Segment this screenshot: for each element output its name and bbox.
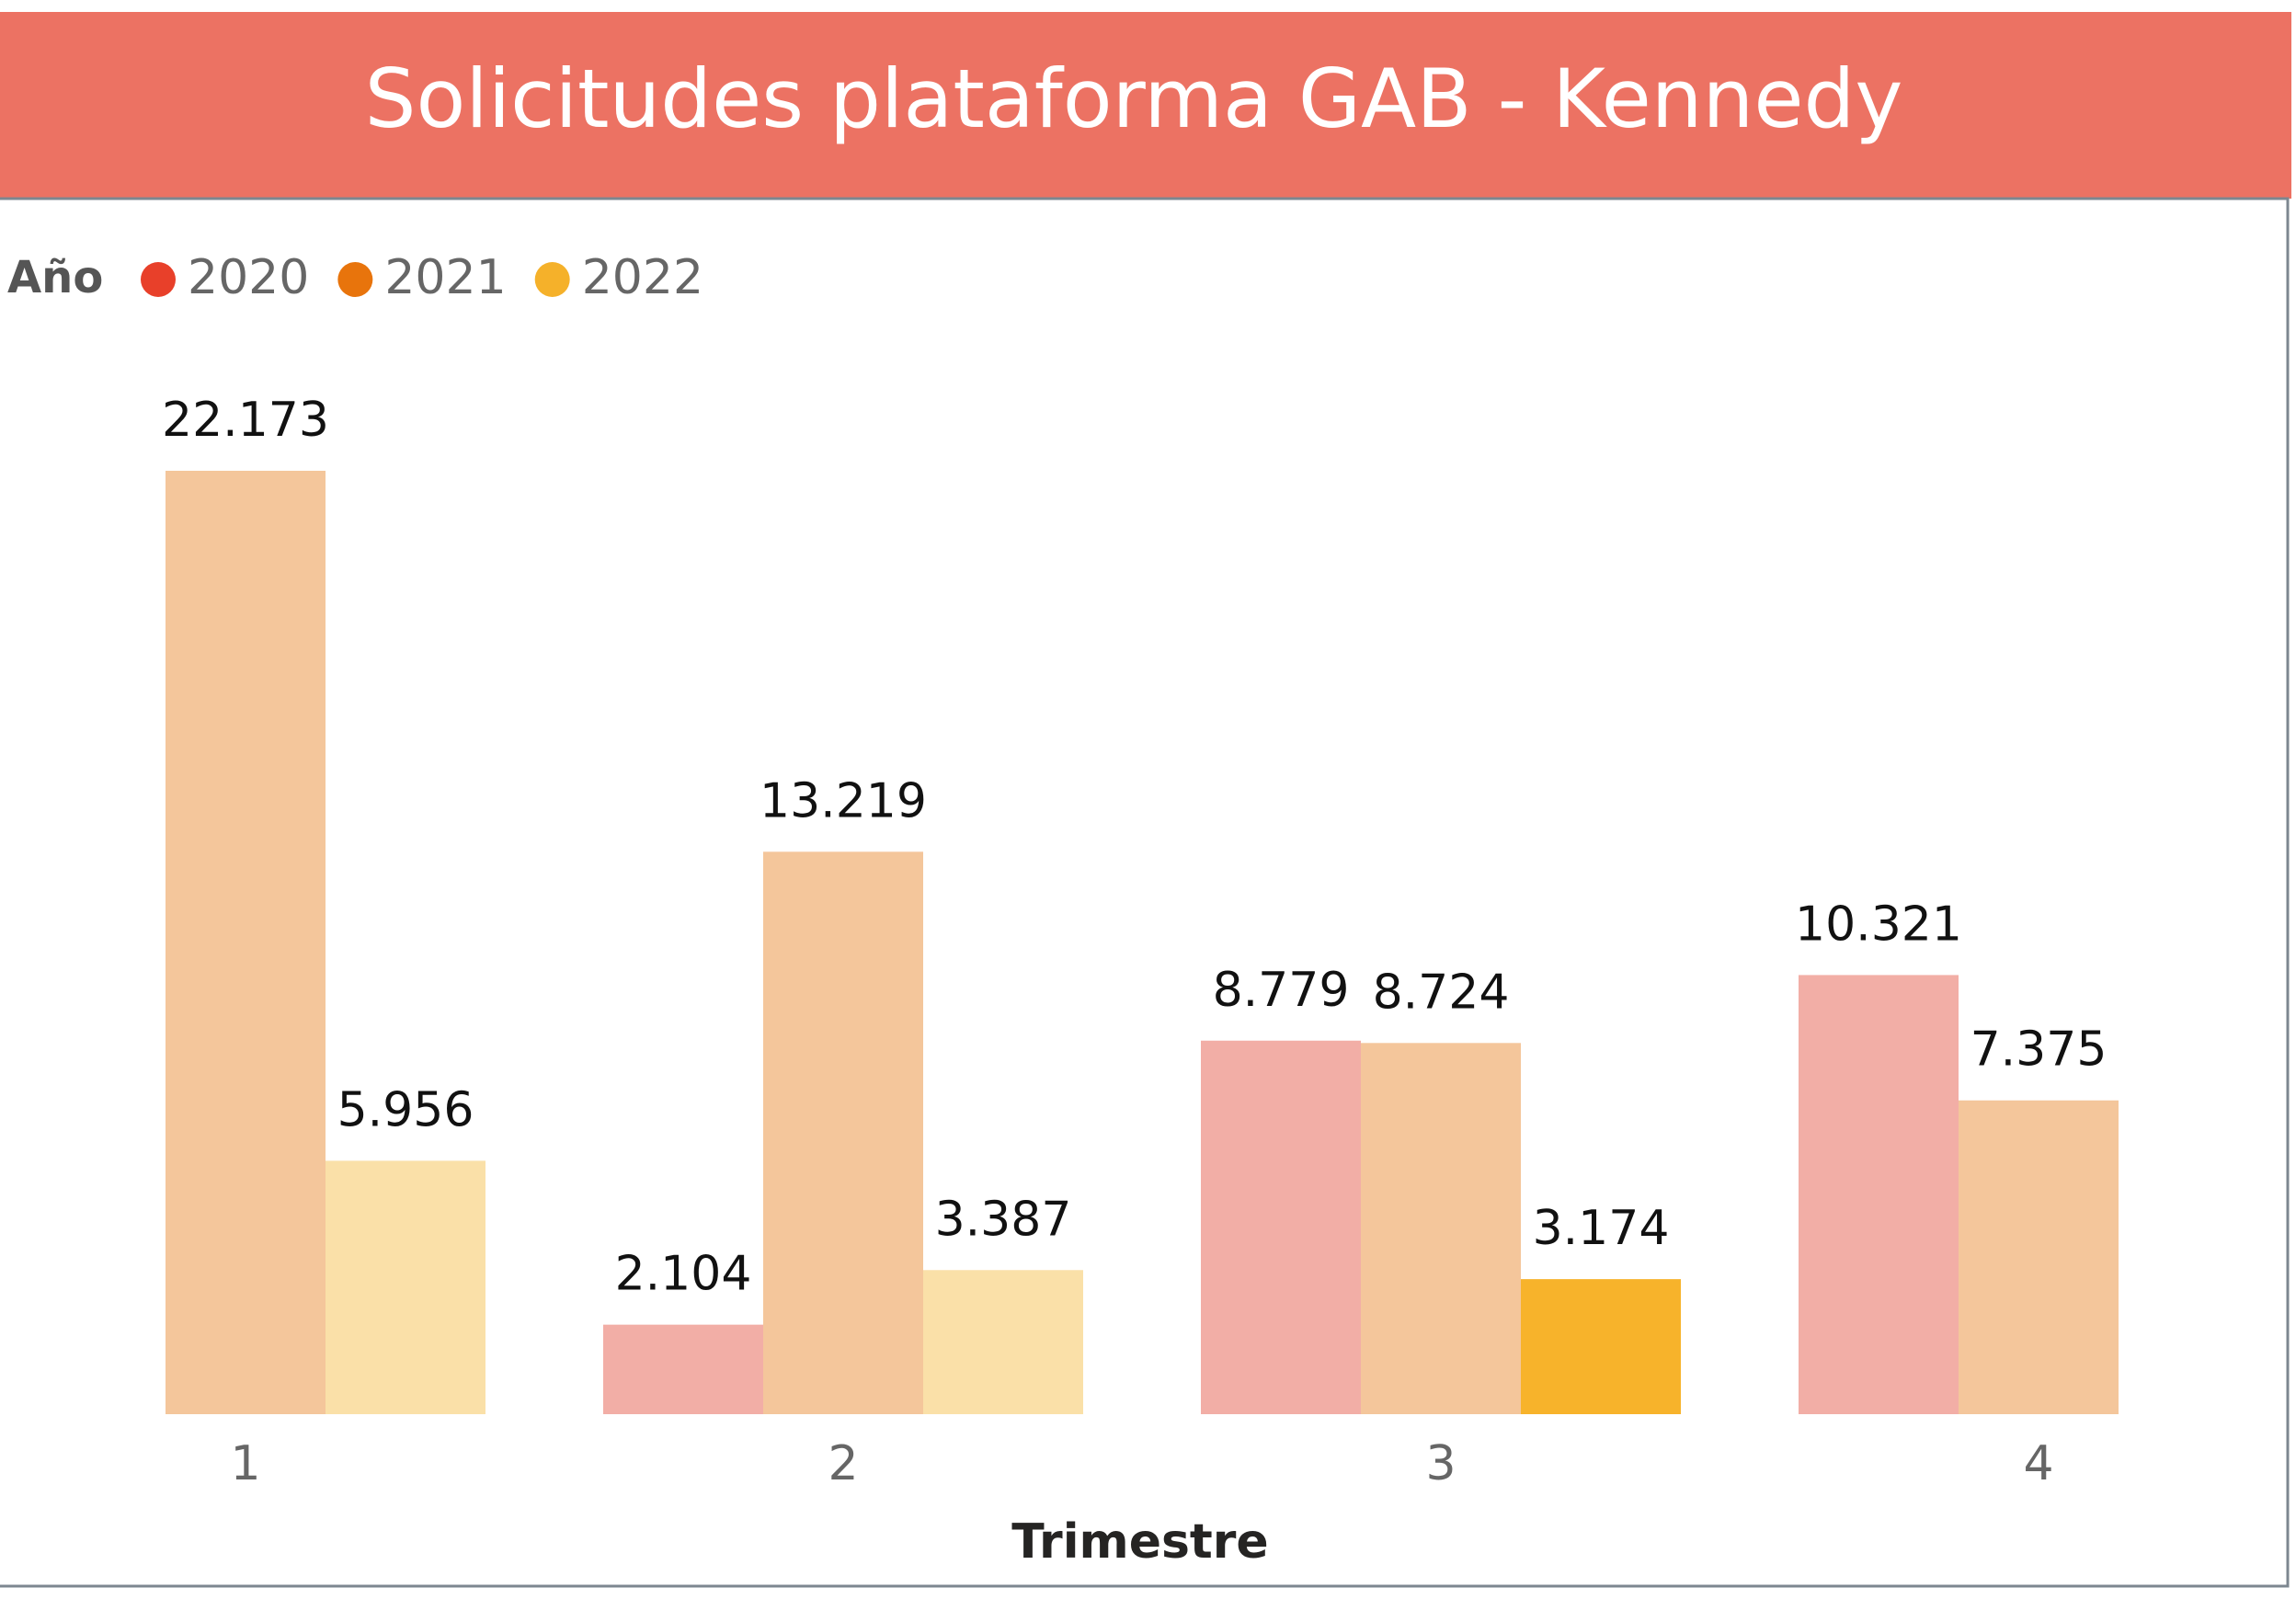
chart-title: Solicitudes plataforma GAB - Kennedy [365, 51, 1903, 146]
legend-title: Año [7, 252, 103, 303]
data-label: 8.779 [1213, 963, 1350, 1018]
data-label: 8.724 [1373, 965, 1510, 1020]
bar [763, 851, 923, 1414]
legend-label: 2021 [384, 250, 506, 305]
bar [166, 471, 326, 1414]
bar [1959, 1100, 2119, 1414]
data-label: 2.104 [615, 1247, 752, 1302]
bar [1361, 1043, 1521, 1414]
data-label: 5.956 [337, 1082, 474, 1137]
bar [1201, 1040, 1361, 1414]
legend-label: 2020 [188, 250, 309, 305]
bar [326, 1160, 485, 1414]
x-tick-label: 3 [1425, 1436, 1456, 1491]
x-axis-title: Trimestre [1011, 1514, 1268, 1570]
data-label: 3.174 [1533, 1201, 1670, 1256]
legend-swatch [337, 262, 373, 297]
data-label: 3.387 [935, 1192, 1072, 1247]
bar [1521, 1279, 1681, 1414]
x-tick-label: 4 [2023, 1436, 2053, 1491]
legend-swatch [534, 262, 570, 297]
data-label: 13.219 [760, 773, 927, 828]
legend-swatch [141, 262, 176, 297]
x-tick-label: 1 [230, 1436, 260, 1491]
x-tick-label: 2 [828, 1436, 858, 1491]
legend-label: 2022 [582, 250, 703, 305]
data-label: 7.375 [1970, 1022, 2108, 1078]
header-band [0, 12, 2291, 199]
bar [923, 1270, 1083, 1414]
panel-border [0, 197, 2290, 1588]
bar [603, 1324, 763, 1414]
data-label: 22.173 [162, 393, 329, 448]
bar [1799, 975, 1959, 1414]
data-label: 10.321 [1795, 897, 1962, 952]
